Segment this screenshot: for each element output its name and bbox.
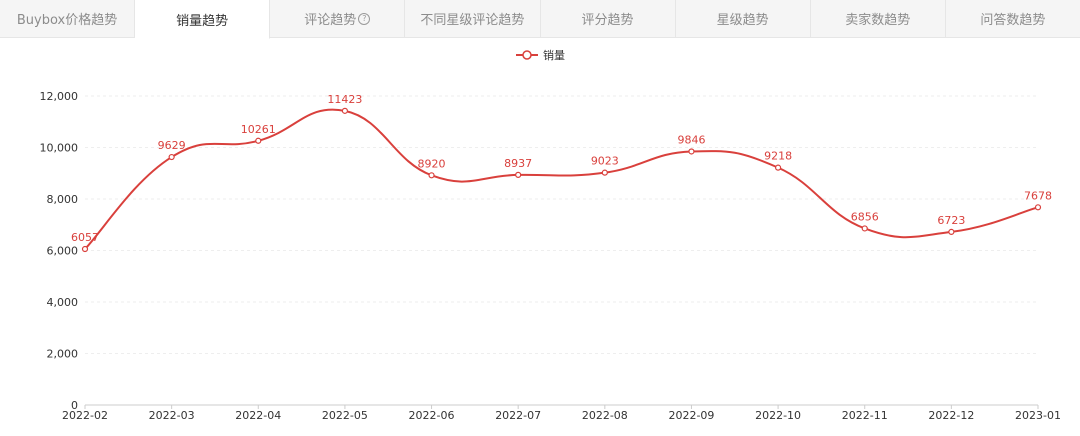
tab-bar: Buybox价格趋势 销量趋势 评论趋势? 不同星级评论趋势 评分趋势 星级趋势 卖家数趋势… [0, 0, 1080, 39]
tab-label: 卖家数趋势 [845, 13, 911, 28]
series-line-sales [84, 108, 1039, 250]
data-label: 9023 [591, 155, 619, 168]
question-circle-icon[interactable]: ? [358, 12, 371, 25]
y-tick-label: 8,000 [47, 193, 79, 206]
tab-star-reviews[interactable]: 不同星级评论趋势 [405, 0, 541, 37]
tab-sales[interactable]: 销量趋势 [135, 0, 271, 39]
tab-reviews[interactable]: 评论趋势? [270, 0, 406, 37]
x-tick-label: 2022-12 [928, 409, 974, 422]
data-point[interactable] [601, 169, 608, 176]
x-tick-label: 2022-07 [495, 409, 541, 422]
legend-item-sales[interactable]: 销量 [515, 47, 565, 63]
data-point[interactable] [255, 137, 262, 144]
data-label: 6723 [937, 214, 965, 227]
data-label: 6856 [851, 210, 879, 223]
tab-rating[interactable]: 评分趋势 [541, 0, 676, 37]
tab-label: 星级趋势 [716, 13, 769, 28]
x-tick-label: 2022-03 [149, 409, 195, 422]
x-tick-label: 2022-11 [842, 409, 888, 422]
tab-buybox-price[interactable]: Buybox价格趋势 [0, 0, 136, 37]
tab-label: Buybox价格趋势 [16, 13, 118, 28]
data-point[interactable] [515, 171, 522, 178]
data-label: 9629 [158, 139, 186, 152]
x-tick-label: 2022-05 [322, 409, 368, 422]
data-point[interactable] [341, 107, 349, 114]
tab-label: 销量趋势 [176, 13, 229, 29]
tab-sellers[interactable]: 卖家数趋势 [811, 0, 946, 37]
y-tick-label: 10,000 [40, 142, 79, 155]
chart-legend: 销量 [0, 46, 1080, 64]
tab-label: 不同星级评论趋势 [420, 13, 525, 28]
data-label: 10261 [241, 123, 276, 136]
tab-label: 评分趋势 [581, 13, 634, 28]
y-tick-label: 4,000 [47, 296, 79, 309]
tab-label: 评论趋势 [304, 13, 357, 28]
tab-label: 问答数趋势 [980, 13, 1046, 28]
data-label: 6057 [71, 231, 99, 244]
legend-line-marker-icon [516, 50, 538, 60]
data-label: 9218 [764, 150, 792, 163]
data-point[interactable] [428, 172, 435, 179]
x-tick-label: 2023-01 [1015, 409, 1061, 422]
y-tick-label: 0 [71, 399, 78, 412]
x-tick-label: 2022-06 [409, 409, 455, 422]
data-point[interactable] [774, 164, 782, 171]
x-tick-label: 2022-02 [62, 409, 108, 422]
tab-stars[interactable]: 星级趋势 [676, 0, 811, 37]
data-point[interactable] [861, 225, 868, 232]
data-point[interactable] [1034, 204, 1042, 211]
data-point[interactable] [948, 228, 955, 235]
data-point[interactable] [688, 148, 695, 155]
legend-label: 销量 [543, 49, 565, 62]
x-tick-label: 2022-10 [755, 409, 801, 422]
data-point[interactable] [81, 245, 89, 253]
y-tick-label: 2,000 [47, 348, 79, 361]
y-tick-label: 12,000 [40, 90, 79, 103]
data-point[interactable] [168, 153, 175, 161]
y-tick-label: 6,000 [47, 245, 79, 258]
x-tick-label: 2022-08 [582, 409, 628, 422]
data-label: 7678 [1024, 189, 1052, 202]
tab-qa[interactable]: 问答数趋势 [946, 0, 1080, 37]
x-tick-label: 2022-04 [235, 409, 281, 422]
data-label: 11423 [327, 93, 362, 106]
data-label: 8920 [418, 157, 446, 170]
data-label: 8937 [504, 157, 532, 170]
data-label: 9846 [677, 133, 705, 146]
x-tick-label: 2022-09 [668, 409, 714, 422]
